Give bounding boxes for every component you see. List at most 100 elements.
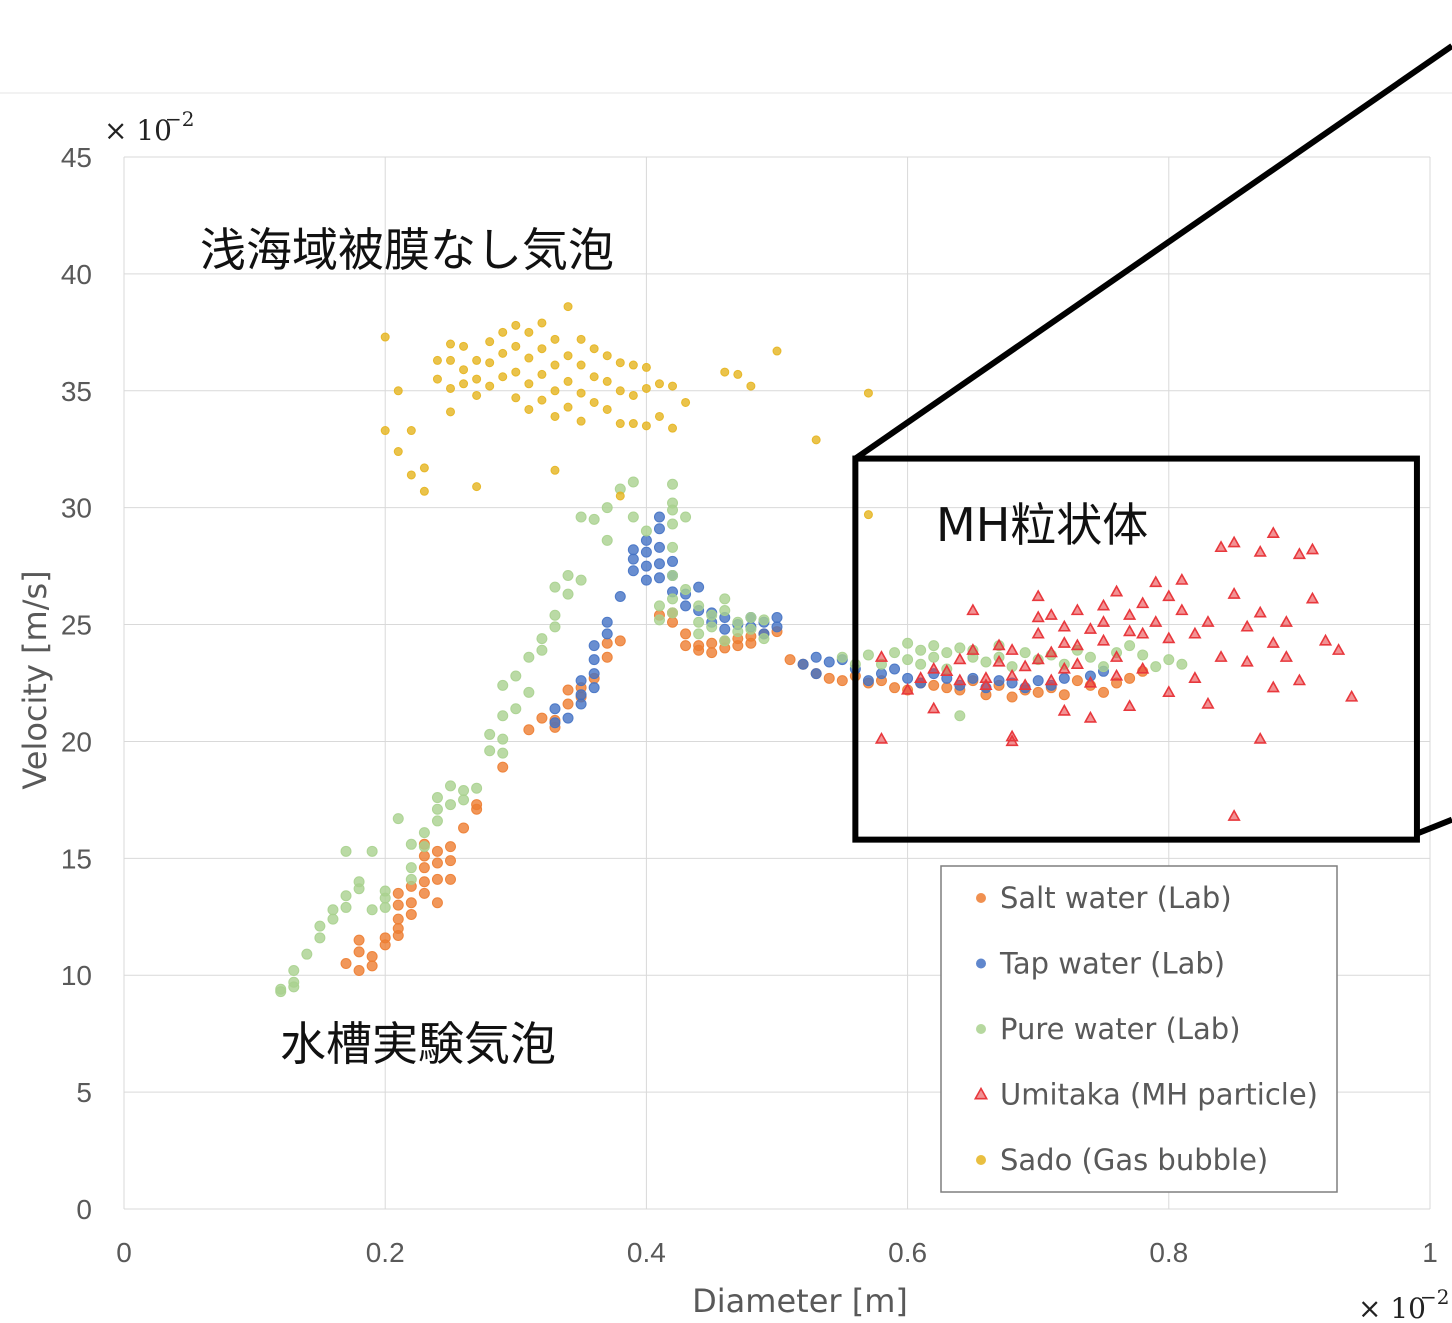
data-point	[992, 638, 1006, 651]
data-point	[575, 689, 587, 701]
data-point	[641, 362, 651, 372]
data-point	[1214, 540, 1228, 553]
x-tick-label: 0.2	[366, 1237, 405, 1268]
data-point	[524, 327, 534, 337]
data-point	[458, 785, 470, 797]
data-point	[1136, 626, 1150, 639]
data-point	[536, 644, 548, 656]
data-point	[1031, 652, 1045, 665]
data-point	[653, 600, 665, 612]
data-point	[862, 649, 874, 661]
data-point	[668, 423, 678, 433]
data-point	[667, 616, 679, 628]
data-point	[667, 555, 679, 567]
data-point	[667, 569, 679, 581]
data-point	[588, 654, 600, 666]
data-point	[1109, 668, 1124, 681]
x-multiplier: × 10	[1358, 1292, 1426, 1323]
data-point	[615, 419, 625, 429]
data-point	[719, 605, 731, 617]
data-point	[353, 934, 365, 946]
data-point	[563, 376, 573, 386]
data-point	[353, 946, 365, 958]
y-tick-label: 10	[61, 960, 92, 991]
data-point	[497, 679, 509, 691]
data-point	[418, 841, 430, 853]
data-point	[653, 614, 665, 626]
data-point	[874, 650, 889, 662]
data-point	[1227, 535, 1241, 548]
data-point	[653, 511, 665, 523]
data-point	[1018, 678, 1032, 690]
data-point	[602, 404, 612, 414]
data-point	[431, 792, 443, 804]
data-point	[653, 523, 665, 535]
data-point	[588, 668, 600, 680]
data-point	[497, 761, 509, 773]
data-point	[640, 534, 652, 546]
data-point	[641, 421, 651, 431]
legend: Salt water (Lab) Tap water (Lab) Pure wate…	[940, 865, 1338, 1193]
y-tick-label: 15	[61, 843, 92, 874]
data-point	[405, 873, 417, 885]
data-point	[1006, 691, 1018, 703]
data-point	[980, 656, 992, 668]
data-point	[576, 388, 586, 398]
data-point	[928, 679, 940, 691]
data-point	[340, 890, 352, 902]
data-point	[1162, 685, 1176, 698]
data-point	[1253, 731, 1267, 744]
zoom-connector-top	[853, 43, 1452, 462]
data-point	[275, 983, 287, 995]
x-axis-tick-labels: 0 0.2 0.4 0.6 0.8 1	[116, 1237, 1438, 1268]
data-point	[472, 355, 482, 365]
data-point	[941, 682, 953, 694]
data-point	[1123, 608, 1137, 620]
zoom-box	[852, 455, 1420, 843]
data-point	[1266, 526, 1280, 539]
data-point	[1214, 650, 1228, 662]
data-point	[431, 845, 443, 857]
data-point	[393, 386, 403, 396]
data-point	[653, 572, 665, 584]
data-point	[445, 873, 456, 885]
data-point	[615, 491, 625, 501]
data-point	[732, 626, 744, 638]
legend-marker	[976, 958, 986, 969]
data-point	[301, 948, 313, 960]
data-point	[1253, 544, 1267, 557]
data-point	[511, 367, 521, 377]
data-point	[432, 374, 442, 384]
data-point	[1096, 615, 1111, 627]
data-point	[1149, 615, 1163, 627]
data-point	[1124, 672, 1136, 684]
data-point	[732, 616, 744, 628]
data-point	[1057, 703, 1071, 716]
data-point	[954, 710, 966, 722]
x-tick-label: 0	[116, 1237, 132, 1268]
data-point	[445, 799, 456, 811]
data-point	[640, 546, 652, 558]
data-point	[771, 612, 783, 624]
data-point	[1031, 589, 1045, 602]
data-point	[1240, 619, 1254, 632]
data-point	[445, 855, 456, 867]
data-point	[288, 976, 300, 988]
data-point	[1162, 589, 1176, 602]
data-point	[523, 724, 535, 736]
data-point	[575, 675, 587, 687]
data-point	[536, 633, 548, 645]
data-point	[667, 497, 679, 509]
data-point	[745, 623, 757, 635]
y-tick-label: 20	[61, 726, 92, 757]
x-tick-label: 0.6	[888, 1237, 927, 1268]
data-point	[589, 397, 599, 407]
data-point	[680, 628, 692, 640]
data-point	[392, 922, 404, 934]
data-point	[1188, 626, 1202, 639]
data-point	[458, 794, 470, 806]
data-point	[640, 560, 652, 572]
data-point	[693, 616, 705, 628]
data-point	[485, 358, 495, 368]
data-point	[314, 920, 326, 932]
